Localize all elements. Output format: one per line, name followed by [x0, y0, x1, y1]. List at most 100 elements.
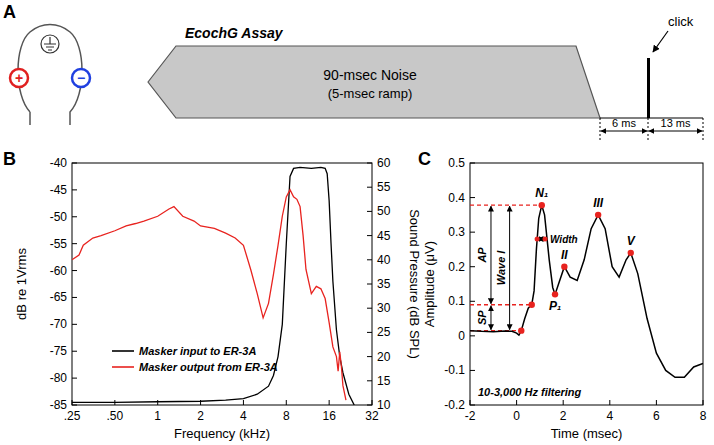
y2-tick	[367, 187, 372, 188]
x-tick	[656, 400, 657, 405]
y-tick	[72, 189, 77, 190]
x-tick	[372, 400, 373, 405]
legend-label: Masker input to ER-3A	[139, 345, 256, 357]
y-tick	[470, 405, 475, 406]
annotation-arrow	[509, 206, 510, 329]
x-tick-label: 0	[513, 409, 520, 423]
y-tick-label: -80	[50, 371, 68, 385]
x-tick-label: 16	[322, 409, 336, 423]
y-tick	[470, 335, 475, 336]
x-tick-label: 8	[700, 409, 707, 423]
y-tick-label: -40	[50, 156, 68, 170]
y2-tick-label: 30	[377, 301, 391, 315]
series-line	[72, 190, 346, 401]
peak-label: N₁	[535, 186, 548, 200]
interval-label: 6 ms	[612, 117, 636, 129]
y-tick-label: -60	[50, 264, 68, 278]
y-tick	[470, 301, 475, 302]
y-tick-label: -0.1	[444, 363, 465, 377]
panel-label: B	[3, 149, 16, 169]
y2-tick-label: 55	[377, 180, 391, 194]
waveform	[470, 205, 703, 377]
x-tick-label: 2	[560, 409, 567, 423]
y-tick-label: -85	[50, 398, 68, 412]
annotation-label: Width	[550, 234, 578, 245]
y-tick-label: -50	[50, 210, 68, 224]
y-tick	[72, 163, 77, 164]
annotation-arrow	[490, 206, 491, 304]
noise-envelope	[148, 46, 600, 118]
series-line	[72, 167, 354, 405]
peak-label: II	[561, 248, 568, 262]
electrode-negative	[72, 69, 90, 87]
y-tick-label: 0.4	[448, 191, 465, 205]
time-guide	[600, 118, 601, 140]
peak-marker	[552, 291, 558, 297]
reference-line	[470, 304, 532, 305]
plot-frame	[72, 163, 372, 405]
peak-marker	[529, 302, 535, 308]
ground-symbol	[44, 37, 56, 50]
annotation-label: AP	[476, 247, 488, 264]
noise-label: 90-msec Noise	[323, 67, 417, 83]
width-end	[535, 237, 540, 242]
y-tick-label: 0.5	[448, 156, 465, 170]
x-tick	[243, 400, 244, 405]
y2-tick	[367, 211, 372, 212]
x-tick	[470, 400, 471, 405]
y-tick	[470, 232, 475, 233]
y-tick	[72, 297, 77, 298]
y2-tick	[367, 380, 372, 381]
x-tick	[329, 400, 330, 405]
time-guide	[703, 118, 704, 140]
filter-note: 10-3,000 Hz filtering	[478, 386, 582, 398]
y-tick	[72, 243, 77, 244]
legend-swatch	[112, 366, 134, 368]
y2-tick	[367, 405, 372, 406]
panel-label: A	[3, 2, 16, 22]
y2-tick-label: 40	[377, 253, 391, 267]
interval-arrow	[649, 131, 702, 132]
y2-tick-label: 50	[377, 204, 391, 218]
y2-tick-label: 25	[377, 325, 391, 339]
x-tick-label: 2	[197, 409, 204, 423]
x-tick-label: 8	[283, 409, 290, 423]
y-tick-label: 0.1	[448, 294, 465, 308]
y-tick	[72, 405, 77, 406]
electrode-label: −	[77, 70, 85, 86]
y-tick	[470, 370, 475, 371]
legend-label: Masker output from ER-3A	[139, 361, 278, 373]
y2-tick	[367, 235, 372, 236]
y2-tick-label: 45	[377, 229, 391, 243]
y-tick-label: -75	[50, 344, 68, 358]
y-tick-label: -65	[50, 290, 68, 304]
y2-tick	[367, 259, 372, 260]
plot-frame	[470, 163, 703, 405]
y-tick	[72, 351, 77, 352]
x-tick	[516, 400, 517, 405]
y2-tick	[367, 356, 372, 357]
x-tick-label: .50	[107, 409, 124, 423]
peak-label: III	[593, 196, 604, 210]
time-guide	[648, 118, 649, 140]
reference-line	[470, 205, 542, 206]
x-axis-title: Frequency (kHz)	[174, 426, 270, 441]
x-tick	[563, 400, 564, 405]
x-tick-label: 1	[154, 409, 161, 423]
y2-tick	[367, 163, 372, 164]
y-tick-label: -55	[50, 237, 68, 251]
y2-tick-label: 10	[377, 398, 391, 412]
y-tick	[72, 324, 77, 325]
data-area	[72, 167, 354, 405]
peak-marker	[539, 202, 545, 208]
y-axis-title: Amplitude (μV)	[422, 241, 437, 327]
y2-tick	[367, 332, 372, 333]
y-tick-label: -70	[50, 317, 68, 331]
click-arrow	[653, 31, 668, 52]
click-label: click	[668, 14, 694, 29]
x-tick-label: 6	[653, 409, 660, 423]
y-axis-title: dB re 1Vrms	[14, 248, 29, 320]
y-tick-label: -45	[50, 183, 68, 197]
ramp-label: (5-msec ramp)	[328, 86, 413, 101]
click	[647, 58, 650, 118]
